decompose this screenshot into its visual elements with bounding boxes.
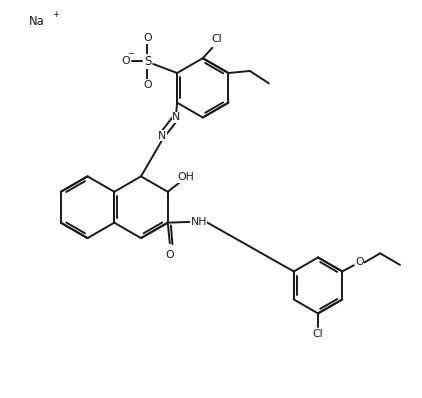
Text: S: S bbox=[144, 55, 151, 68]
Text: +: + bbox=[52, 10, 59, 20]
Text: N: N bbox=[158, 131, 166, 140]
Text: O: O bbox=[143, 80, 152, 90]
Text: O: O bbox=[122, 57, 130, 66]
Text: O: O bbox=[165, 250, 174, 260]
Text: Cl: Cl bbox=[212, 34, 222, 44]
Text: NH: NH bbox=[190, 217, 207, 227]
Text: Na: Na bbox=[29, 16, 45, 29]
Text: −: − bbox=[127, 49, 134, 58]
Text: N: N bbox=[172, 112, 180, 122]
Text: OH: OH bbox=[177, 172, 194, 182]
Text: Cl: Cl bbox=[313, 329, 323, 339]
Text: O: O bbox=[143, 33, 152, 43]
Text: O: O bbox=[355, 258, 364, 267]
